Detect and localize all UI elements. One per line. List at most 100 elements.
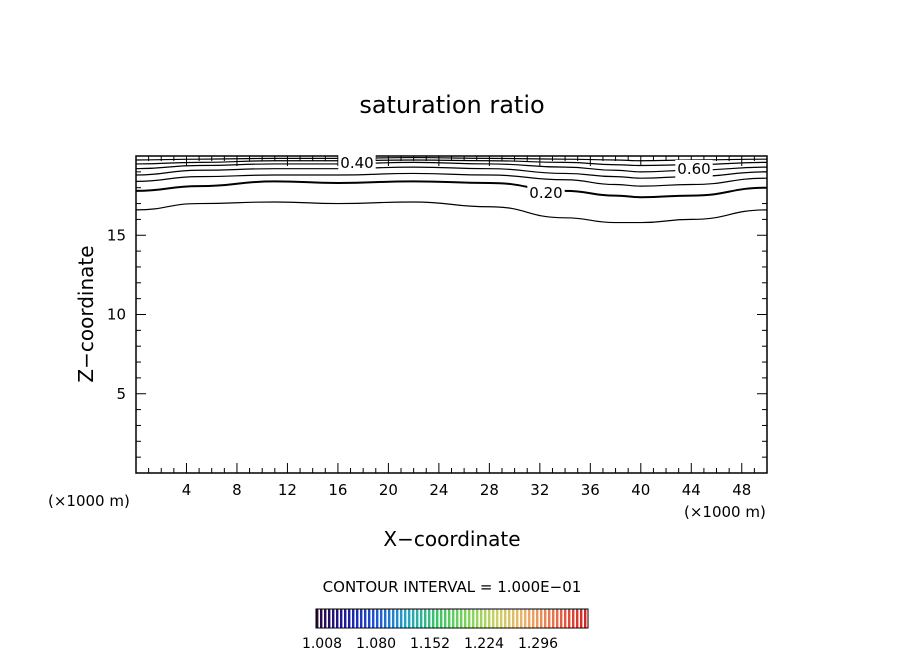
colorbar-stripe [536,609,539,628]
colorbar-stripe [432,609,435,628]
colorbar-stripe [528,609,531,628]
colorbar-stripe [520,609,523,628]
colorbar-stripe [420,609,423,628]
colorbar-stripe [548,609,551,628]
x-tick-label: 32 [530,481,549,499]
contour-line [136,180,767,199]
colorbar-stripe [560,609,563,628]
contour-label: 0.20 [529,184,562,202]
colorbar-stripe [376,609,379,628]
colorbar-stripe [328,609,331,628]
x-tick-label: 4 [182,481,192,499]
colorbar-stripe [348,609,351,628]
colorbar-stripe [404,609,407,628]
colorbar-tick-label: 1.080 [356,636,396,652]
y-tick-label: 10 [107,306,126,324]
colorbar-stripe [372,609,375,628]
colorbar-stripe [504,609,507,628]
colorbar-stripe [476,609,479,628]
contour-label: 0.40 [340,154,373,172]
colorbar-stripe [400,609,403,628]
colorbar-frame [315,608,589,629]
colorbar-stripe [496,609,499,628]
chart-title: saturation ratio [359,91,544,119]
colorbar-stripe [392,609,395,628]
colorbar-stripe [464,609,467,628]
colorbar [316,609,587,628]
colorbar-stripe [544,609,547,628]
contour-label-background [527,184,565,202]
colorbar-stripe [484,609,487,628]
colorbar-stripe [516,609,519,628]
contour-label: 0.60 [677,160,710,178]
colorbar-stripe [384,609,387,628]
x-unit-left: (×1000 m) [48,492,130,510]
contour-interval-text: CONTOUR INTERVAL = 1.000E−01 [323,578,582,596]
colorbar-stripe [448,609,451,628]
colorbar-stripe [440,609,443,628]
colorbar-stripe [360,609,363,628]
colorbar-stripe [388,609,391,628]
y-axis-ticks: 5 10 15 [107,171,767,458]
colorbar-stripe [340,609,343,628]
x-axis-ticks: 4 8 12 16 20 24 28 32 36 40 44 48 [148,156,755,499]
x-unit-right: (×1000 m) [684,503,766,521]
colorbar-stripe [396,609,399,628]
colorbar-tick-label: 1.296 [518,636,558,652]
x-tick-label: 20 [379,481,398,499]
colorbar-stripe [532,609,535,628]
colorbar-stripe [568,609,571,628]
contour-label-background [338,154,376,172]
contour-line [136,201,767,224]
colorbar-stripe [380,609,383,628]
colorbar-stripe [552,609,555,628]
x-tick-label: 12 [278,481,297,499]
contour-line [136,161,767,173]
colorbar-stripe [512,609,515,628]
colorbar-stripe [524,609,527,628]
x-tick-label: 36 [581,481,600,499]
colorbar-tick-label: 1.224 [464,636,504,652]
colorbar-stripe [428,609,431,628]
contour-label-background [675,160,713,178]
colorbar-stripe [584,609,587,628]
x-tick-label: 28 [480,481,499,499]
contour-line [136,166,767,179]
colorbar-stripe [316,609,319,628]
colorbar-stripe [500,609,503,628]
colorbar-stripe [480,609,483,628]
x-tick-label: 8 [232,481,242,499]
contour-lines [136,156,767,224]
colorbar-stripe [572,609,575,628]
x-tick-label: 16 [328,481,347,499]
colorbar-stripe [424,609,427,628]
colorbar-stripe [580,609,583,628]
colorbar-stripe [456,609,459,628]
contour-line [136,172,767,187]
colorbar-stripe [408,609,411,628]
colorbar-stripe [556,609,559,628]
colorbar-stripe [460,609,463,628]
colorbar-stripe [332,609,335,628]
colorbar-stripe [352,609,355,628]
colorbar-stripe [492,609,495,628]
colorbar-stripe [452,609,455,628]
colorbar-stripe [576,609,579,628]
y-tick-label: 15 [107,226,126,244]
colorbar-stripe [344,609,347,628]
colorbar-stripe [444,609,447,628]
colorbar-tick-label: 1.008 [302,636,342,652]
colorbar-stripe [412,609,415,628]
colorbar-stripe [436,609,439,628]
colorbar-stripe [564,609,567,628]
x-tick-label: 44 [682,481,701,499]
colorbar-stripe [320,609,323,628]
colorbar-stripe [472,609,475,628]
colorbar-stripe [324,609,327,628]
colorbar-stripe [356,609,359,628]
colorbar-stripe [364,609,367,628]
x-tick-label: 40 [631,481,650,499]
x-axis-label: X−coordinate [383,527,520,551]
colorbar-stripe [368,609,371,628]
